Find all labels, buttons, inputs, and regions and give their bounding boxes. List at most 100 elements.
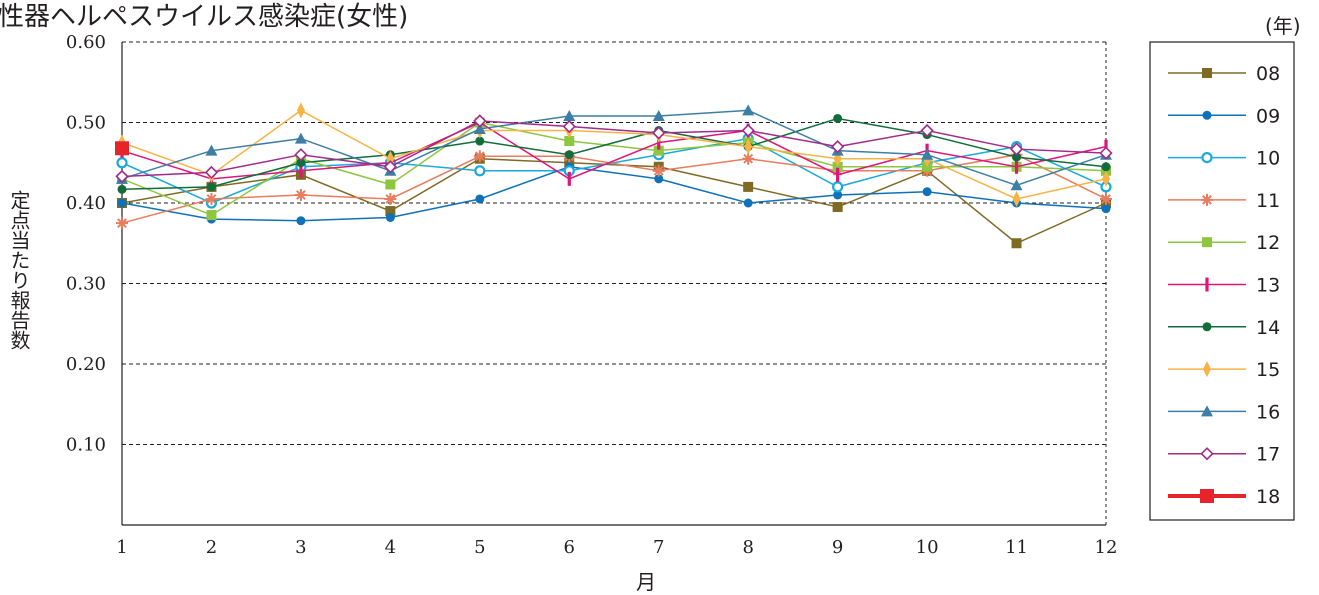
data-point-16 — [652, 110, 665, 122]
series-09 — [117, 162, 1111, 226]
data-point-17 — [920, 123, 934, 138]
chart-title: 性器ヘルペスウイルス感染症(女性) — [0, 2, 409, 32]
data-point-17 — [294, 148, 308, 162]
data-point-14 — [564, 150, 574, 160]
legend-label: 08 — [1256, 63, 1280, 85]
data-point-17 — [473, 114, 487, 128]
data-point-17 — [383, 160, 397, 174]
axis-layer: 0.100.200.300.400.500.601 2 3 4 5 6 7 8 9 10 11 12 — [66, 32, 1118, 558]
legend-unit-label: (年) — [1265, 14, 1301, 38]
data-point-09 — [1101, 204, 1111, 214]
data-point-16 — [473, 122, 486, 134]
y-tick-label: 0.30 — [66, 274, 106, 295]
data-point-11 — [384, 192, 397, 205]
data-point-09 — [385, 212, 395, 222]
series-line-09 — [121, 166, 1107, 222]
x-tick-label: 10 — [916, 537, 939, 558]
data-point-12 — [922, 161, 933, 172]
data-point-09 — [296, 216, 306, 226]
legend: 08 09 10 11 12 13 14 15 16 17 18 — [1168, 63, 1280, 508]
data-point-15 — [1102, 170, 1110, 187]
legend-item-08: 08 — [1168, 63, 1280, 85]
data-point-17 — [204, 165, 219, 180]
data-point-13 — [567, 171, 571, 186]
legend-item-11: 11 — [1168, 190, 1280, 212]
data-point-17 — [741, 123, 755, 138]
data-point-13 — [299, 163, 303, 178]
x-tick-label: 4 — [385, 537, 396, 558]
y-tick-label: 0.20 — [66, 354, 106, 375]
data-point-16 — [1010, 179, 1023, 191]
data-point-12 — [832, 161, 843, 172]
data-point-16 — [921, 148, 934, 160]
series-line-17 — [121, 120, 1107, 178]
legend-item-18: 18 — [1168, 486, 1280, 508]
x-tick-label: 2 — [206, 537, 217, 558]
data-point-11 — [116, 217, 128, 230]
legend-box — [1149, 41, 1295, 521]
series-18 — [115, 141, 129, 156]
legend-label: 11 — [1256, 190, 1280, 212]
x-tick-label: 8 — [742, 537, 753, 558]
data-point-17 — [562, 119, 576, 134]
data-point-18 — [115, 141, 129, 156]
data-point-14 — [475, 136, 485, 146]
legend-item-13: 13 — [1168, 275, 1280, 297]
data-point-09 — [833, 190, 843, 200]
data-point-13 — [836, 167, 840, 182]
legend-marker — [1205, 277, 1209, 292]
y-tick-label: 0.10 — [66, 435, 106, 456]
data-point-17 — [1099, 146, 1113, 160]
data-point-14 — [833, 113, 843, 123]
data-point-11 — [742, 152, 755, 165]
y-tick-label: 0.60 — [66, 32, 106, 53]
legend-label: 16 — [1256, 401, 1280, 423]
data-point-15 — [744, 138, 753, 155]
data-point-10 — [474, 165, 486, 177]
series-line-16 — [121, 109, 1107, 187]
data-point-09 — [922, 187, 932, 197]
data-point-14 — [296, 158, 306, 168]
legend-marker — [1202, 237, 1212, 248]
data-point-08 — [743, 181, 754, 192]
x-tick-label: 3 — [295, 537, 306, 558]
legend-item-10: 10 — [1168, 148, 1280, 170]
legend-marker — [1201, 405, 1213, 417]
x-tick-label: 1 — [116, 537, 127, 558]
data-point-11 — [652, 164, 665, 177]
data-point-09 — [117, 198, 127, 208]
x-tick-label: 6 — [564, 537, 575, 558]
legend-label: 09 — [1256, 105, 1280, 127]
legend-item-16: 16 — [1168, 401, 1280, 423]
data-point-17 — [1009, 142, 1024, 156]
legend-label: 12 — [1256, 232, 1280, 254]
series-14 — [117, 113, 1111, 194]
x-tick-label: 9 — [832, 537, 843, 558]
data-point-17 — [115, 169, 129, 184]
legend-marker — [1200, 489, 1214, 503]
legend-item-14: 14 — [1168, 317, 1280, 339]
data-point-12 — [564, 136, 575, 147]
legend-item-09: 09 — [1168, 105, 1280, 127]
y-axis-label: 定点当たり報告数 — [7, 190, 31, 350]
series-17 — [115, 114, 1113, 184]
data-point-14 — [1012, 152, 1022, 162]
series-layer — [115, 102, 1113, 249]
data-point-13 — [657, 135, 661, 150]
data-point-16 — [563, 110, 576, 122]
y-tick-label: 0.50 — [66, 113, 106, 134]
data-point-11 — [1100, 192, 1112, 205]
legend-label: 15 — [1256, 359, 1280, 381]
series-line-11 — [121, 153, 1107, 224]
data-point-11 — [473, 150, 486, 163]
data-point-08 — [385, 206, 396, 217]
legend-item-15: 15 — [1168, 359, 1280, 381]
x-axis-label: 月 — [636, 570, 656, 594]
data-point-16 — [294, 132, 307, 144]
x-tick-label: 12 — [1095, 537, 1118, 558]
legend-label: 13 — [1256, 275, 1280, 297]
data-point-12 — [206, 210, 217, 221]
data-point-09 — [654, 174, 664, 184]
x-tick-label: 7 — [653, 537, 664, 558]
